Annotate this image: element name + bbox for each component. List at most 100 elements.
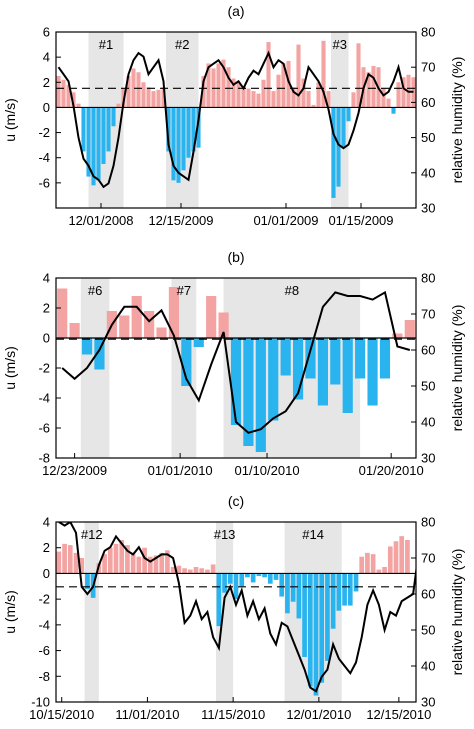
- wind-bar: [81, 338, 93, 355]
- x-tick-label: 01/01/2009: [253, 213, 318, 228]
- panel-label: (b): [227, 249, 244, 265]
- wind-bar: [273, 573, 279, 580]
- wind-bar: [301, 78, 306, 108]
- y-tick-label: 2: [43, 540, 50, 555]
- wind-bar: [201, 76, 206, 108]
- wind-bar: [291, 87, 296, 108]
- panel-label: (a): [227, 3, 244, 19]
- wind-bar: [236, 82, 241, 108]
- y-right-axis-label: relative humidity (%): [449, 57, 465, 184]
- wind-bar: [296, 573, 302, 619]
- wind-bar: [171, 107, 176, 181]
- humidity-line: [57, 50, 414, 189]
- wind-bar: [193, 567, 199, 574]
- y-tick-label: -8: [38, 669, 50, 684]
- wind-bar: [246, 88, 251, 108]
- wind-bar: [341, 107, 346, 148]
- wind-bar: [250, 573, 256, 583]
- wind-bar: [379, 338, 391, 379]
- event-label: #7: [177, 283, 191, 298]
- x-tick-label: 01/01/2010: [148, 463, 213, 478]
- wind-bar: [392, 333, 403, 338]
- wind-bar: [176, 107, 181, 183]
- wind-bar: [116, 103, 121, 108]
- event-label: #8: [285, 283, 299, 298]
- y-axis-label: u (m/s): [2, 98, 18, 142]
- event-label: #3: [333, 37, 347, 52]
- chart-panel-2: #6 #7 #8 -8 -6 -4 -2 0 2 4 30 40 50 60 70 80 12/23/2009 0…: [2, 249, 465, 478]
- wind-bar: [218, 312, 229, 338]
- wind-bar: [371, 65, 376, 108]
- x-tick-label: 01/10/2010: [234, 463, 299, 478]
- wind-bar: [67, 545, 73, 574]
- wind-bar: [365, 552, 370, 574]
- wind-bar: [347, 573, 353, 606]
- y-right-tick-label: 50: [421, 623, 435, 638]
- wind-bar: [142, 547, 147, 574]
- y-right-tick-label: 60: [421, 95, 435, 110]
- wind-bar: [176, 565, 182, 574]
- wind-bar: [353, 573, 359, 592]
- wind-bar: [387, 546, 393, 574]
- y-tick-label: -2: [38, 125, 50, 140]
- wind-bar: [376, 569, 382, 574]
- wind-bar: [85, 573, 90, 589]
- wind-bar: [226, 67, 231, 108]
- x-tick-label: 10/15/2010: [29, 707, 94, 722]
- wind-bar: [386, 98, 391, 108]
- wind-bar: [366, 72, 371, 108]
- y-tick-label: 2: [43, 75, 50, 90]
- y-right-tick-label: 80: [421, 271, 435, 286]
- y-right-tick-label: 30: [421, 201, 435, 216]
- y-tick-label: 4: [43, 271, 50, 286]
- event-label: #13: [214, 527, 236, 542]
- wind-bar: [187, 569, 193, 574]
- wind-bar: [76, 103, 81, 108]
- wind-bar: [191, 107, 196, 152]
- wind-bar: [399, 536, 405, 574]
- wind-bar: [221, 59, 226, 108]
- y-right-tick-label: 40: [421, 415, 435, 430]
- wind-bar: [292, 338, 304, 400]
- wind-bar: [233, 573, 239, 600]
- wind-bar: [168, 287, 180, 338]
- wind-bar: [330, 338, 341, 385]
- wind-bar: [326, 91, 331, 108]
- wind-bar: [136, 556, 142, 574]
- x-tick-label: 12/01/2008: [68, 213, 133, 228]
- y-tick-label: 0: [43, 100, 50, 115]
- plot-area: [56, 522, 416, 702]
- y-tick-label: -2: [38, 592, 50, 607]
- wind-bar: [101, 107, 106, 164]
- wind-bar: [136, 72, 141, 108]
- y-tick-label: 0: [43, 566, 50, 581]
- y-tick-label: -4: [38, 150, 50, 165]
- y-tick-label: -6: [38, 421, 50, 436]
- wind-bar: [125, 545, 130, 574]
- y-right-tick-label: 30: [421, 695, 435, 710]
- wind-bar: [119, 540, 125, 574]
- y-right-tick-label: 50: [421, 379, 435, 394]
- event-shade: [216, 522, 234, 702]
- wind-bar: [405, 540, 410, 574]
- wind-bar: [144, 311, 155, 338]
- wind-bar: [331, 107, 336, 198]
- y-axis-label: u (m/s): [2, 590, 18, 634]
- wind-bar: [159, 552, 165, 574]
- wind-bar: [325, 573, 330, 661]
- y-right-tick-label: 40: [421, 659, 435, 674]
- wind-bar: [113, 543, 119, 574]
- y-right-tick-label: 80: [421, 515, 435, 530]
- wind-bar: [393, 541, 399, 574]
- y-tick-label: -8: [38, 451, 50, 466]
- wind-bar: [56, 551, 62, 574]
- wind-bar: [69, 323, 80, 338]
- x-tick-label: 01/20/2010: [359, 463, 424, 478]
- wind-bar: [256, 93, 261, 108]
- wind-bar: [321, 40, 326, 108]
- wind-bar: [285, 573, 290, 614]
- wind-bar: [286, 60, 291, 108]
- wind-bar: [181, 338, 192, 386]
- wind-bar: [342, 573, 347, 606]
- wind-bar: [316, 82, 321, 108]
